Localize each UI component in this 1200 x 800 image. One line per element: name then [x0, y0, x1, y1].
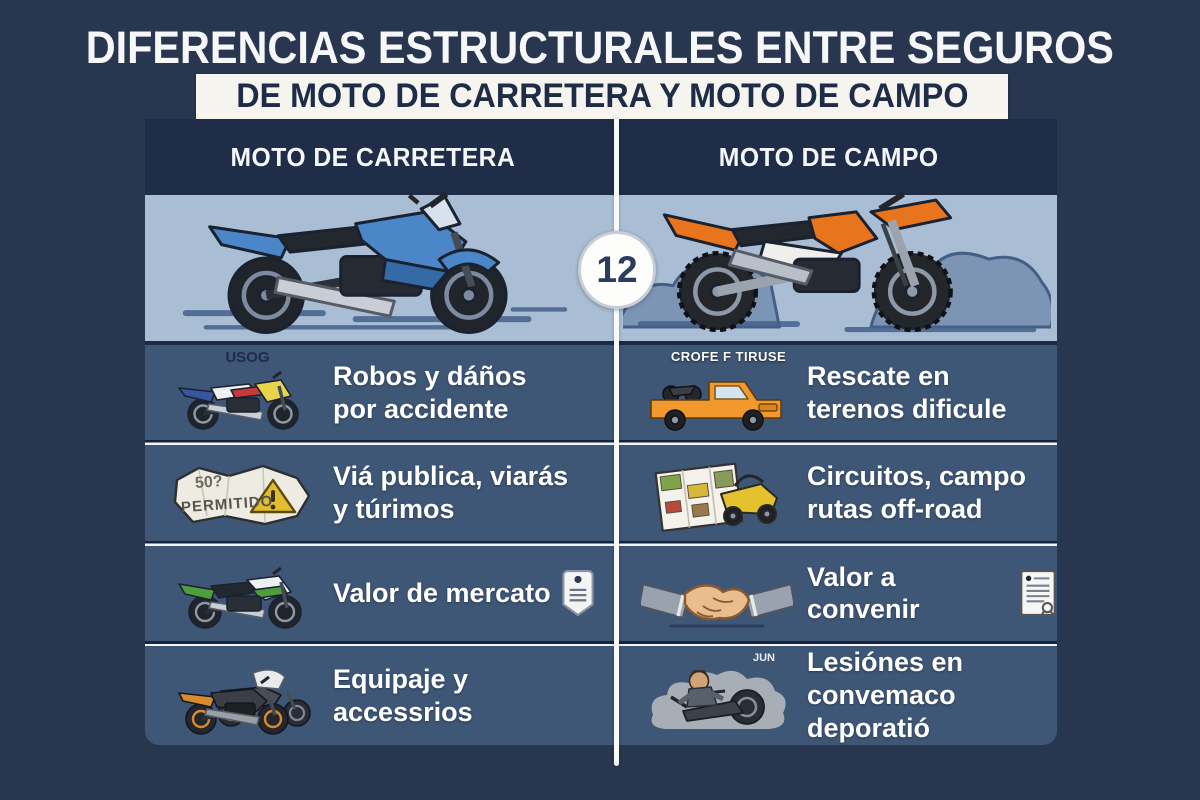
cell-road-coverage: USOG [145, 345, 615, 440]
cell-road-usage-text: Viá publica, viarás y túrimos [333, 460, 568, 526]
column-header-offroad: MOTO DE CAMPO [601, 142, 1057, 173]
cell-offroad-value-text: Valor a convenir [807, 561, 1057, 627]
cell-road-usage: 50? PERMITIDO [145, 445, 615, 540]
row-value: Valor de mercato [145, 546, 1057, 641]
column-headers: MOTO DE CARRETERA MOTO DE CAMPO [145, 119, 1057, 195]
street-motorcycle-icon: USOG [167, 348, 319, 436]
handshake-icon [641, 550, 793, 636]
fallen-rider-icon: JUN [641, 651, 793, 739]
offroad-coverage-line1: Rescate en [807, 360, 950, 391]
sport-motorcycle-icon [167, 550, 319, 636]
row-divider [145, 641, 1057, 647]
cell-road-extras-text: Equipaje y accessrios [333, 663, 615, 729]
row-usage: 50? PERMITIDO [145, 445, 1057, 540]
contract-icon [1019, 569, 1057, 617]
cell-road-coverage-text: Robos y dáños por accidente [333, 360, 527, 426]
column-divider [614, 119, 619, 766]
row-extras: Equipaje y accessrios JUN [145, 646, 1057, 745]
tow-truck-icon-label: CROFE F TIRUSE [670, 348, 787, 364]
comparison-rows: USOG [145, 345, 1057, 745]
tow-truck-icon: CROFE F TIRUSE [641, 348, 793, 436]
map-route-icon [641, 450, 793, 536]
comparison-panel: MOTO DE CARRETERA MOTO DE CAMPO [145, 119, 1057, 745]
cell-road-extras: Equipaje y accessrios [145, 646, 615, 745]
subtitle-banner: DE MOTO DE CARRETERA Y MOTO DE CAMPO [196, 74, 1008, 119]
offroad-extras-line2: convemaco deporatió [807, 680, 956, 744]
road-coverage-line2: por accidente [333, 393, 509, 424]
price-tag-icon [561, 569, 595, 617]
page-title-text: DIFERENCIAS ESTRUCTURALES ENTRE SEGUROS [85, 22, 1115, 73]
offroad-value-line1: Valor a convenir [807, 561, 920, 625]
fallen-rider-icon-label: JUN [752, 651, 775, 664]
column-header-road: MOTO DE CARRETERA [145, 142, 601, 173]
cell-road-value: Valor de mercato [145, 546, 615, 641]
road-motorcycle-illustration [182, 191, 568, 335]
road-value-line1: Valor de mercato [333, 578, 551, 608]
road-coverage-line1: Robos y dáños [333, 360, 527, 391]
number-badge-text: 12 [596, 249, 638, 290]
street-motorcycle-icon-label: USOG [225, 348, 270, 366]
offroad-motorcycle-illustration [623, 191, 1051, 333]
cell-offroad-usage: Circuitos, campo rutas off-road [615, 445, 1057, 540]
column-header-road-text: MOTO DE CARRETERA [230, 141, 516, 172]
number-badge: 12 [578, 231, 656, 309]
cell-offroad-coverage-text: Rescate en terenos dificule [807, 360, 1007, 426]
cell-offroad-usage-text: Circuitos, campo rutas off-road [807, 460, 1026, 526]
column-header-offroad-text: MOTO DE CAMPO [719, 141, 939, 172]
row-divider [145, 540, 1057, 546]
row-divider [145, 440, 1057, 446]
cell-offroad-extras: JUN [615, 646, 1057, 745]
road-usage-line2: y túrimos [333, 494, 455, 525]
road-extras-line1: Equipaje y accessrios [333, 663, 473, 727]
offroad-extras-line1: Lesiónes en [807, 647, 964, 678]
offroad-coverage-line2: terenos dificule [807, 393, 1007, 424]
cell-road-value-text: Valor de mercato [333, 569, 595, 617]
row-coverage: USOG [145, 345, 1057, 440]
offroad-usage-line2: rutas off-road [807, 494, 983, 525]
two-motorcycles-icon [167, 653, 319, 739]
page-title: DIFERENCIAS ESTRUCTURALES ENTRE SEGUROS [0, 22, 1200, 74]
hero-band [145, 191, 1057, 345]
cell-offroad-value: Valor a convenir [615, 546, 1057, 641]
cell-offroad-extras-text: Lesiónes en convemaco deporatió [807, 646, 1057, 745]
road-usage-line1: Viá publica, viarás [333, 461, 569, 492]
permit-sign-top-text: 50? [194, 473, 224, 493]
cell-offroad-coverage: CROFE F TIRUSE [615, 345, 1057, 440]
offroad-usage-line1: Circuitos, campo [807, 461, 1027, 492]
subtitle-text: DE MOTO DE CARRETERA Y MOTO DE CAMPO [235, 77, 969, 115]
permit-sign-icon: 50? PERMITIDO [167, 450, 319, 536]
